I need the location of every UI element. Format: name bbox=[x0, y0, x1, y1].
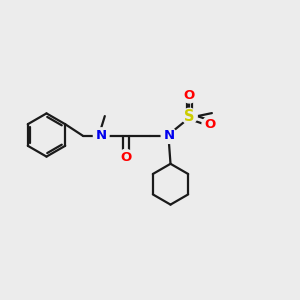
Circle shape bbox=[93, 128, 109, 143]
Circle shape bbox=[161, 128, 177, 143]
Circle shape bbox=[202, 117, 218, 132]
Circle shape bbox=[182, 108, 197, 124]
Text: N: N bbox=[164, 129, 175, 142]
Text: S: S bbox=[184, 109, 195, 124]
Text: O: O bbox=[184, 88, 195, 102]
Text: O: O bbox=[204, 118, 215, 131]
Text: N: N bbox=[96, 129, 107, 142]
Text: O: O bbox=[120, 151, 131, 164]
Circle shape bbox=[182, 87, 197, 103]
Circle shape bbox=[118, 149, 134, 165]
